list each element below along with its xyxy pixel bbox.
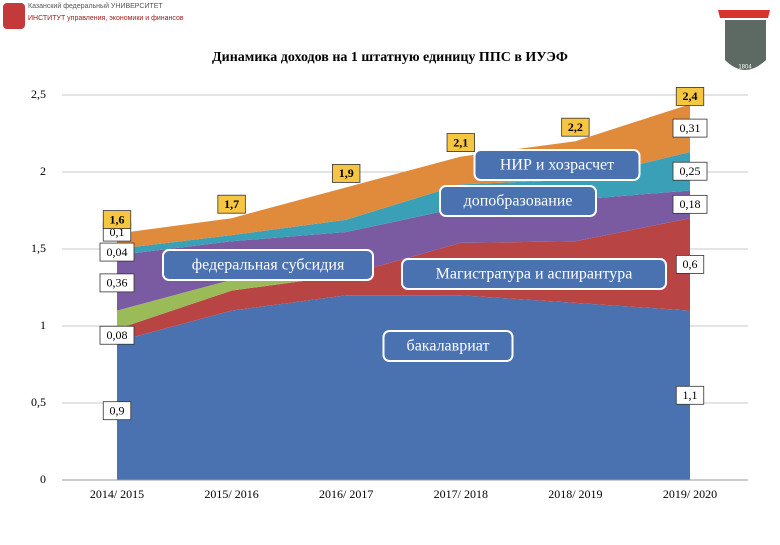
area bbox=[117, 190, 690, 311]
value-label: 2,2 bbox=[568, 120, 583, 134]
value-label: 0,6 bbox=[683, 257, 698, 271]
value-label-box bbox=[99, 242, 135, 262]
series-name: допобразование bbox=[464, 193, 573, 210]
value-label-box bbox=[675, 87, 705, 106]
value-label: 0,9 bbox=[110, 403, 125, 417]
x-tick-label: 2016/ 2017 bbox=[319, 487, 373, 501]
chart-title: Динамика доходов на 1 штатную единицу ПП… bbox=[212, 50, 568, 65]
value-label: 0,25 bbox=[680, 164, 701, 178]
value-label: 1,7 bbox=[224, 197, 239, 211]
value-label-box bbox=[99, 273, 135, 293]
value-label-box bbox=[102, 401, 132, 421]
area bbox=[117, 295, 690, 480]
value-label: 0,31 bbox=[680, 121, 701, 135]
value-label-box bbox=[102, 210, 132, 230]
y-tick-label: 0 bbox=[40, 472, 46, 486]
series-name: НИР и хозрасчет bbox=[500, 157, 614, 174]
area bbox=[117, 104, 690, 250]
value-label: 0,18 bbox=[680, 197, 701, 211]
value-label-box bbox=[675, 385, 705, 405]
value-label: 1,6 bbox=[110, 212, 125, 226]
y-tick-label: 1,5 bbox=[31, 241, 46, 255]
value-label-box bbox=[672, 194, 708, 214]
y-tick-label: 2 bbox=[40, 164, 46, 178]
series-name: федеральная субсидия bbox=[192, 257, 345, 274]
plot: 0 0,5 1 1,5 2 2,5 2014/ 2015 2015/ 2016 2016/ 20… bbox=[31, 87, 748, 501]
value-label: 0,04 bbox=[107, 245, 128, 259]
x-tick-label: 2017/ 2018 bbox=[434, 487, 488, 501]
series-callout bbox=[162, 249, 374, 281]
value-label: 1,9 bbox=[339, 166, 354, 180]
kfu-logo: Казанский федеральный УНИВЕРСИТЕТ ИНСТИТ… bbox=[3, 2, 184, 29]
x-tick-label: 2018/ 2019 bbox=[548, 487, 602, 501]
y-tick-label: 1 bbox=[40, 318, 46, 332]
logo-year: 1804 bbox=[738, 65, 752, 71]
logo-icon bbox=[3, 3, 25, 29]
iuef-logo: 1804 bbox=[718, 10, 770, 71]
series-name: Магистратура и аспирантура bbox=[436, 266, 633, 283]
value-label: 2,1 bbox=[453, 135, 468, 149]
value-label: 2,4 bbox=[683, 89, 698, 103]
value-label: 0,36 bbox=[107, 276, 128, 290]
series-name: бакалавриат bbox=[407, 338, 490, 355]
series-callout bbox=[439, 185, 597, 217]
x-tick-label: 2019/ 2020 bbox=[663, 487, 717, 501]
logo-shield bbox=[725, 20, 766, 70]
university-name: Казанский федеральный УНИВЕРСИТЕТ bbox=[28, 2, 163, 10]
value-label-box bbox=[446, 133, 475, 153]
value-label-box bbox=[561, 117, 590, 137]
x-tick-label: 2015/ 2016 bbox=[204, 487, 258, 501]
value-label: 0,08 bbox=[107, 328, 128, 342]
value-label-box bbox=[675, 254, 705, 274]
y-tick-label: 0,5 bbox=[31, 395, 46, 409]
institute-name: ИНСТИТУТ управления, экономики и финансо… bbox=[28, 15, 184, 22]
y-tick-label: 2,5 bbox=[31, 87, 46, 101]
series-callout bbox=[473, 149, 641, 181]
logo-band bbox=[718, 10, 770, 18]
x-tick-label: 2014/ 2015 bbox=[90, 487, 144, 501]
value-label-box bbox=[99, 325, 135, 345]
value-label: 1,1 bbox=[683, 388, 698, 402]
area bbox=[117, 151, 690, 256]
value-label-box bbox=[332, 163, 361, 183]
series-callout bbox=[382, 330, 514, 362]
series-callout bbox=[401, 258, 667, 290]
value-label-box bbox=[672, 161, 708, 181]
value-label-box bbox=[217, 194, 246, 214]
value-label-box bbox=[672, 118, 708, 138]
